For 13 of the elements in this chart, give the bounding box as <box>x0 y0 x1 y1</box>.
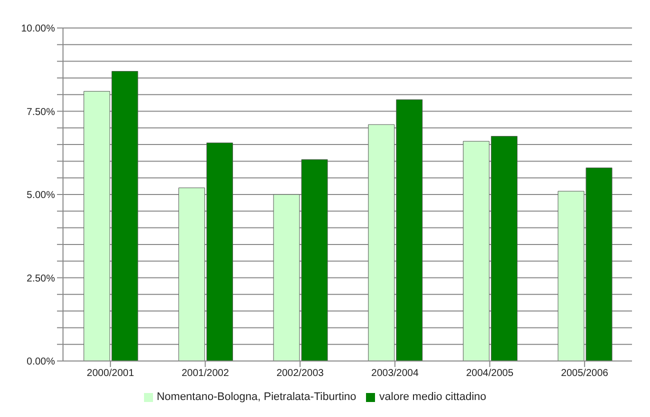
y-tick-label: 2.50% <box>26 273 56 284</box>
y-tick-label: 0.00% <box>26 356 56 368</box>
y-tick-label: 7.50% <box>26 106 56 118</box>
legend-label: valore medio cittadino <box>379 391 486 403</box>
x-tick-label: 2005/2006 <box>560 368 609 380</box>
y-tick-label: 5.00% <box>26 190 56 202</box>
x-tick-label: 2003/2004 <box>371 368 419 380</box>
legend-label: Nomentano-Bologna, Pietralata-Tiburtino <box>156 391 356 403</box>
x-tick-label: 2001/2002 <box>182 368 230 380</box>
y-tick-label: 10.00% <box>21 24 56 35</box>
x-tick-label: 2002/2003 <box>276 368 324 380</box>
x-tick-label: 2000/2001 <box>86 368 134 380</box>
x-tick-label: 2004/2005 <box>466 368 514 380</box>
